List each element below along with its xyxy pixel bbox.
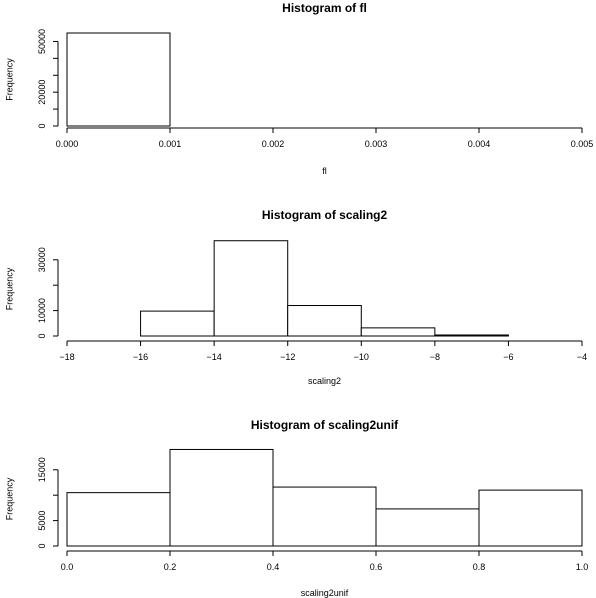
- x-tick-label: 0.4: [267, 562, 280, 572]
- y-tick-label: 5000: [37, 511, 47, 531]
- x-tick-label: −12: [280, 352, 295, 362]
- y-tick-label: 30000: [37, 247, 47, 272]
- y-axis-label: Frequency: [4, 477, 14, 520]
- histogram-scaling2-panel: Histogram of scaling2 −18 −16 −14 −12 −10 −8 −6…: [4, 208, 587, 386]
- histogram-bar: [375, 508, 480, 547]
- x-tick-label: 0.8: [473, 562, 486, 572]
- y-axis-label: Frequency: [4, 58, 14, 101]
- x-tick-label: 0.001: [159, 139, 182, 149]
- x-tick-label: 0.004: [468, 139, 491, 149]
- histogram-bar: [287, 305, 362, 337]
- x-tick-label: −6: [503, 352, 513, 362]
- histogram-scaling2unif-panel: Histogram of scaling2unif 0.0 0.2 0.4 0.6 0.8…: [4, 418, 588, 598]
- y-tick-label: 15000: [37, 457, 47, 482]
- histogram-fl-panel: Histogram of fl 0.000 0.001 0.002 0.003 0.004…: [4, 1, 593, 176]
- x-tick-label: −4: [577, 352, 587, 362]
- x-tick-label: 0.6: [370, 562, 383, 572]
- histogram-bar: [66, 492, 171, 547]
- histogram-bar: [66, 32, 171, 127]
- x-tick-label: −18: [59, 352, 74, 362]
- histogram-bar: [272, 486, 377, 547]
- chart-title: Histogram of fl: [282, 1, 367, 15]
- y-tick-label: 0: [37, 333, 47, 338]
- y-tick-label: 0: [37, 543, 47, 548]
- x-tick-label: −10: [354, 352, 369, 362]
- x-axis-label: fl: [322, 166, 327, 176]
- chart-title: Histogram of scaling2: [262, 208, 388, 222]
- x-tick-label: 0.2: [164, 562, 177, 572]
- y-tick-label: 20000: [37, 80, 47, 105]
- y-tick-label: 10000: [37, 298, 47, 323]
- x-tick-label: −14: [207, 352, 222, 362]
- x-tick-label: 0.002: [262, 139, 285, 149]
- histogram-bar: [360, 327, 436, 337]
- x-tick-label: −16: [133, 352, 148, 362]
- histogram-bar: [434, 334, 509, 337]
- y-tick-label: 50000: [37, 29, 47, 54]
- x-tick-label: 0.003: [365, 139, 388, 149]
- x-axis-label: scaling2: [308, 376, 341, 386]
- histogram-bar: [169, 448, 274, 547]
- x-tick-label: 0.000: [56, 139, 79, 149]
- histogram-bar: [478, 489, 583, 547]
- x-tick-label: 0.005: [571, 139, 594, 149]
- x-axis-label: scaling2unif: [301, 588, 349, 598]
- y-tick-label: 0: [37, 123, 47, 128]
- histogram-bar: [213, 240, 289, 337]
- y-axis-label: Frequency: [4, 267, 14, 310]
- histogram-bar: [140, 310, 215, 337]
- x-tick-label: −8: [430, 352, 440, 362]
- chart-title: Histogram of scaling2unif: [251, 418, 399, 432]
- x-tick-label: 0.0: [61, 562, 74, 572]
- x-tick-label: 1.0: [576, 562, 589, 572]
